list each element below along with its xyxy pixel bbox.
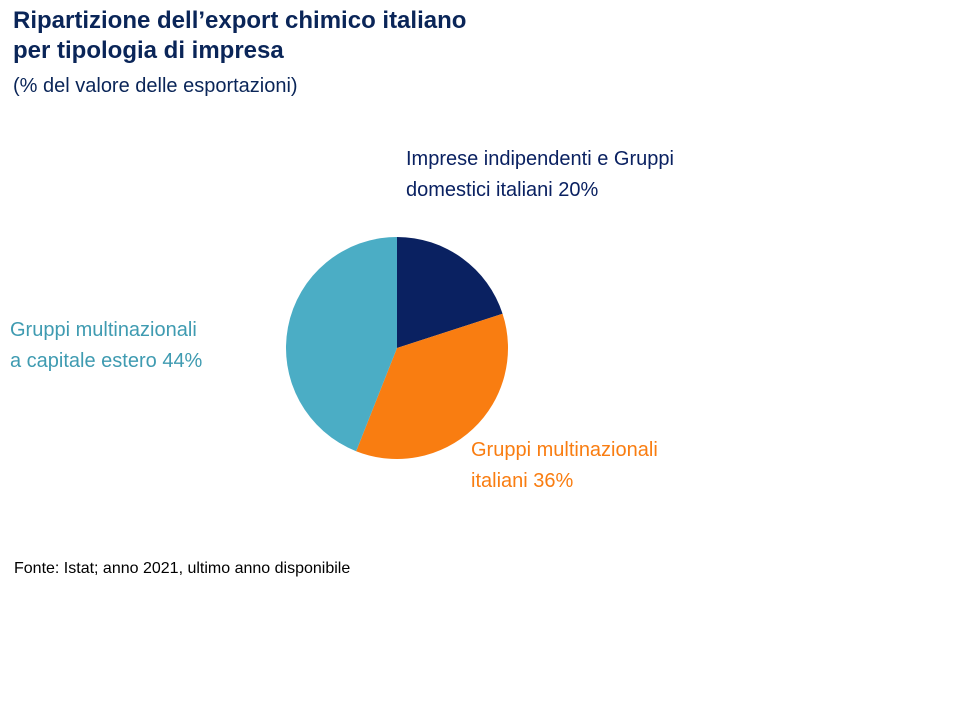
slice-label-imprese-indipendenti: Imprese indipendenti e Gruppi domestici …	[406, 144, 674, 206]
pie-slice-1	[397, 237, 503, 348]
chart-title-line-2: per tipologia di impresa	[13, 37, 284, 64]
slice-label-gruppi-italiani-line-1: Gruppi multinazionali	[471, 439, 658, 461]
chart-title: Ripartizione dell’export chimico italian…	[13, 6, 466, 66]
pie-slice-3	[285, 237, 397, 452]
slice-label-imprese-indipendenti-line-1: Imprese indipendenti e Gruppi	[406, 148, 674, 170]
chart-title-line-1: Ripartizione dell’export chimico italian…	[13, 7, 467, 34]
chart-subtitle: (% del valore delle esportazioni)	[13, 75, 298, 97]
slice-label-imprese-indipendenti-line-2: domestici italiani 20%	[406, 179, 599, 201]
slice-label-gruppi-esteri-line-2: a capitale estero 44%	[10, 350, 203, 372]
pie-slices	[285, 237, 509, 460]
slice-label-gruppi-esteri: Gruppi multinazionali a capitale estero …	[10, 315, 202, 377]
source-note: Fonte: Istat; anno 2021, ultimo anno dis…	[14, 560, 351, 577]
slice-label-gruppi-italiani: Gruppi multinazionali italiani 36%	[471, 435, 658, 497]
pie-slice-2	[356, 313, 509, 460]
slice-label-gruppi-esteri-line-1: Gruppi multinazionali	[10, 319, 197, 341]
slice-label-gruppi-italiani-line-2: italiani 36%	[471, 470, 574, 492]
